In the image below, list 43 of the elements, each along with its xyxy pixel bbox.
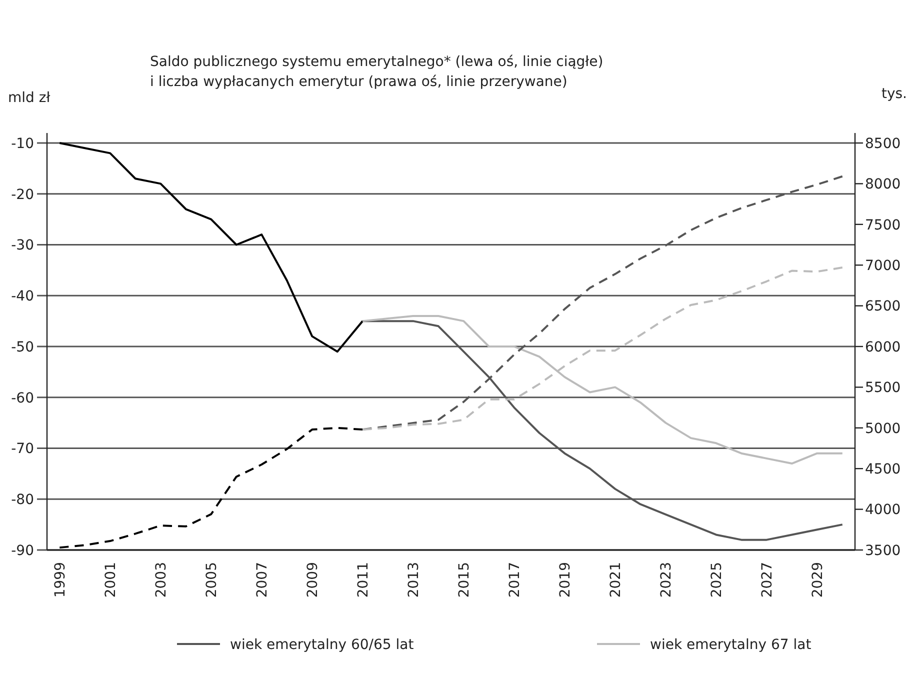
x-tick-label: 2013 <box>406 562 422 598</box>
x-tick-label: 2009 <box>305 562 322 598</box>
y2-tick-label: 5500 <box>865 380 901 396</box>
x-tick-label: 2007 <box>254 562 271 598</box>
y-tick-label: -30 <box>11 238 34 254</box>
y2-tick-label: 7500 <box>865 217 901 234</box>
x-tick-label: 2015 <box>456 562 473 598</box>
y-axis-title: mld zł <box>8 90 50 106</box>
x-tick-label: 1999 <box>52 562 69 598</box>
y2-tick-label: 4000 <box>865 502 901 518</box>
x-tick-label: 2001 <box>103 562 120 598</box>
x-tick-label: 2029 <box>810 562 826 598</box>
y2-axis-title: tys. <box>881 86 907 102</box>
x-tick-label: 2025 <box>709 562 726 598</box>
y2-tick-label: 8500 <box>865 136 901 152</box>
y2-tick-label: 6000 <box>865 339 901 356</box>
x-tick-label: 2003 <box>154 562 170 598</box>
y-tick-label: -50 <box>11 339 34 356</box>
x-tick-label: 2011 <box>356 562 372 598</box>
chart-title: Saldo publicznego systemu emerytalnego* (lewa oś, linie ciągłe) i liczba wypłacanych emerytur (prawa oś, linie przerywane) <box>150 54 604 90</box>
y2-tick-label: 3500 <box>865 542 901 559</box>
y2-tick-label: 6500 <box>865 298 901 315</box>
y-tick-label: -10 <box>11 136 34 152</box>
y-tick-label: -20 <box>11 186 34 203</box>
y2-tick-label: 4500 <box>865 462 901 478</box>
x-tick-label: 2019 <box>558 562 574 598</box>
legend-label: wiek emerytalny 60/65 lat <box>230 636 414 653</box>
y-tick-label: -60 <box>11 390 34 406</box>
y-tick-label: -90 <box>11 542 34 559</box>
x-tick-label: 2017 <box>507 562 524 598</box>
y-tick-label: -70 <box>11 441 34 458</box>
x-tick-label: 2023 <box>658 562 675 598</box>
line-series <box>58 426 364 549</box>
y2-tick-label: 5000 <box>865 420 901 437</box>
y2-tick-label: 8000 <box>865 176 901 193</box>
y-tick-label: -40 <box>11 288 34 305</box>
legend-label: wiek emerytalny 67 lat <box>650 636 812 653</box>
y-tick-label: -80 <box>11 492 34 508</box>
x-tick-label: 2027 <box>760 562 776 598</box>
y2-tick-label: 7000 <box>865 258 901 274</box>
x-tick-label: 2005 <box>204 562 220 598</box>
line-series <box>58 142 364 353</box>
x-tick-label: 2021 <box>608 562 624 598</box>
